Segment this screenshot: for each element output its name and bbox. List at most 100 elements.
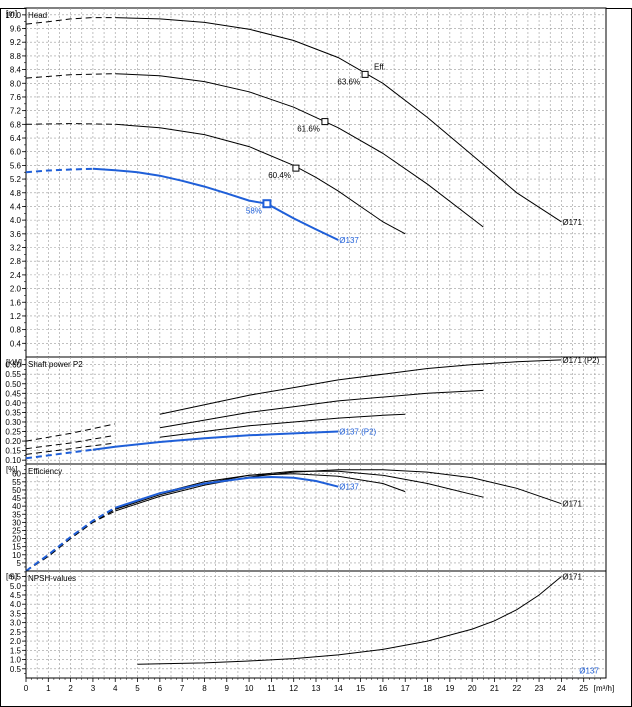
y-tick-label: 1.6 <box>10 298 22 307</box>
y-tick-label: 3.5 <box>10 609 22 618</box>
x-tick-label: 10 <box>245 684 254 693</box>
x-tick-label: 1 <box>46 684 51 693</box>
y-tick-label: 6.8 <box>10 120 22 129</box>
y-tick-label: 35 <box>12 510 21 519</box>
chart-annotation: Eff. <box>374 63 386 72</box>
x-tick-label: 5 <box>135 684 140 693</box>
y-tick-label: 2.0 <box>10 285 22 294</box>
panel-title-head: Head <box>28 11 47 20</box>
y-tick-label: 3.6 <box>10 230 22 239</box>
y-tick-label: 0.10 <box>5 456 21 465</box>
y-tick-label: 6.0 <box>10 148 22 157</box>
y-tick-label: 4.5 <box>10 591 22 600</box>
y-tick-label: 8.8 <box>10 52 22 61</box>
series-label: Ø171 (P2) <box>562 356 599 365</box>
y-tick-label: 20 <box>12 535 21 544</box>
x-tick-label: 16 <box>378 684 387 693</box>
y-tick-label: 0.20 <box>5 437 21 446</box>
y-tick-label: 30 <box>12 518 21 527</box>
series-efficiency-3-dashed <box>25 506 116 572</box>
series-power-1 <box>159 389 484 429</box>
y-unit-efficiency: [%] <box>6 465 18 474</box>
y-tick-label: 3.2 <box>10 244 22 253</box>
series-power-1-dashed <box>25 434 116 450</box>
x-tick-label: 21 <box>490 684 499 693</box>
y-tick-label: 2.8 <box>10 257 22 266</box>
series-head-3-dashed <box>25 167 93 174</box>
efficiency-point-label: 58% <box>246 207 262 216</box>
y-tick-label: 7.6 <box>10 93 22 102</box>
y-tick-label: 0.15 <box>5 447 21 456</box>
efficiency-point-marker <box>262 199 272 209</box>
y-tick-label: 4.8 <box>10 189 22 198</box>
efficiency-point-marker <box>321 118 329 126</box>
x-tick-label: 2 <box>68 684 73 693</box>
series-head-3 <box>92 167 339 241</box>
series-label: Ø171 <box>562 500 582 509</box>
series-efficiency-1 <box>115 470 484 510</box>
x-tick-label: 8 <box>202 684 207 693</box>
series-head-0-dashed <box>25 17 116 25</box>
series-head-1-dashed <box>25 73 116 79</box>
y-tick-label: 55 <box>12 478 21 487</box>
series-label: Ø171 <box>562 573 582 582</box>
y-tick-label: 1.2 <box>10 312 22 321</box>
y-tick-label: 1.0 <box>10 656 22 665</box>
y-unit-npsh: [m] <box>6 572 17 581</box>
panel-title-power: Shaft power P2 <box>28 360 83 369</box>
x-tick-label: 7 <box>180 684 185 693</box>
x-tick-label: 14 <box>334 684 343 693</box>
x-tick-label: 20 <box>468 684 477 693</box>
y-tick-label: 4.0 <box>10 600 22 609</box>
y-tick-label: 2.0 <box>10 637 22 646</box>
x-tick-label: 22 <box>512 684 521 693</box>
efficiency-point-label: 63.6% <box>337 77 360 86</box>
series-head-2 <box>115 123 406 235</box>
x-tick-label: 12 <box>289 684 298 693</box>
series-power-2-dashed <box>25 442 116 455</box>
series-label: Ø171 <box>562 218 582 227</box>
x-tick-label: 11 <box>267 684 276 693</box>
series-power-2 <box>159 413 406 438</box>
series-label: Ø137 (P2) <box>339 428 376 437</box>
x-tick-label: 24 <box>557 684 566 693</box>
y-tick-label: 2.4 <box>10 271 22 280</box>
series-efficiency-1-dashed <box>25 508 116 572</box>
x-axis-unit: [m³/h] <box>594 684 614 693</box>
y-tick-label: 5.6 <box>10 161 22 170</box>
y-tick-label: 45 <box>12 494 21 503</box>
y-tick-label: 5.2 <box>10 175 22 184</box>
panel-title-efficiency: Efficiency <box>28 467 62 476</box>
y-tick-label: 5 <box>17 559 22 568</box>
y-tick-label: 0.55 <box>5 370 21 379</box>
y-tick-label: 60 <box>12 470 21 479</box>
y-unit-power: [kW] <box>6 358 22 367</box>
y-tick-label: 10 <box>12 551 21 560</box>
y-tick-label: 0.5 <box>10 665 22 674</box>
series-label: Ø137 <box>339 483 359 492</box>
y-tick-label: 40 <box>12 502 21 511</box>
y-tick-label: 25 <box>12 526 21 535</box>
chart-annotation: Ø137 <box>579 666 599 675</box>
series-npsh-0 <box>137 576 562 665</box>
efficiency-point-marker <box>292 164 300 172</box>
series-power-3 <box>92 430 339 451</box>
x-tick-label: 3 <box>91 684 96 693</box>
y-tick-label: 3.0 <box>10 619 22 628</box>
y-tick-label: 15 <box>12 543 21 552</box>
x-tick-label: 13 <box>312 684 321 693</box>
y-tick-label: 0.40 <box>5 399 21 408</box>
series-efficiency-0 <box>115 469 562 512</box>
x-tick-label: 17 <box>401 684 410 693</box>
x-tick-label: 4 <box>113 684 118 693</box>
y-tick-label: 9.2 <box>10 38 22 47</box>
series-head-2-dashed <box>25 123 116 125</box>
y-tick-label: 9.6 <box>10 25 22 34</box>
x-tick-label: 25 <box>579 684 588 693</box>
y-tick-label: 0.35 <box>5 408 21 417</box>
series-power-3-dashed <box>25 448 94 460</box>
y-tick-label: 0.45 <box>5 389 21 398</box>
y-tick-label: 8.0 <box>10 79 22 88</box>
